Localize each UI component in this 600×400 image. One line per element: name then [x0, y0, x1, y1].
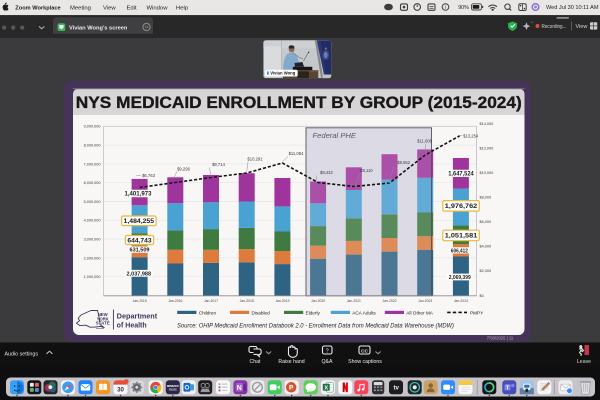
svg-text:$11,008: $11,008: [417, 138, 432, 143]
svg-text:Jan-2018: Jan-2018: [240, 299, 254, 303]
svg-text:NYS MEDICAID ENROLLMENT BY GRO: NYS MEDICAID ENROLLMENT BY GROUP (2015-2…: [76, 94, 522, 112]
svg-text:Children: Children: [199, 311, 217, 316]
svg-text:606,412: 606,412: [451, 248, 468, 254]
svg-text:5,000,000: 5,000,000: [84, 200, 101, 204]
svg-text:Federal PHE: Federal PHE: [313, 131, 357, 140]
svg-text:amazon: amazon: [167, 384, 179, 388]
svg-text:90%: 90%: [458, 5, 469, 11]
svg-text:P: P: [289, 385, 294, 392]
svg-text:N: N: [237, 385, 242, 392]
svg-text:T: T: [506, 386, 510, 392]
svg-text:?: ?: [326, 349, 329, 355]
svg-text:of Health: of Health: [117, 322, 147, 329]
svg-text:Jan-2016: Jan-2016: [168, 299, 182, 303]
svg-text:Department: Department: [117, 314, 158, 321]
svg-text:tv: tv: [393, 385, 399, 392]
svg-text:7/30/2025 | 11: 7/30/2025 | 11: [487, 335, 514, 340]
svg-text:4,000,000: 4,000,000: [84, 219, 101, 223]
svg-text:Disabled: Disabled: [252, 311, 271, 316]
svg-text:9,000,000: 9,000,000: [84, 125, 101, 129]
svg-text:Vivian Wong: Vivian Wong: [270, 71, 295, 76]
svg-text:$9,552: $9,552: [397, 160, 410, 165]
svg-text:X: X: [324, 386, 328, 392]
svg-text:2,069,399: 2,069,399: [449, 275, 472, 281]
svg-text:30: 30: [117, 386, 124, 393]
svg-text:644,743: 644,743: [127, 237, 152, 244]
svg-text:Chat: Chat: [250, 359, 262, 365]
svg-text:Help: Help: [176, 6, 189, 12]
svg-text:Raise hand: Raise hand: [278, 359, 304, 365]
svg-text:STATE: STATE: [96, 321, 110, 326]
svg-text:CC: CC: [361, 348, 368, 353]
svg-text:$6,763: $6,763: [142, 173, 155, 178]
svg-text:$4,000: $4,000: [480, 245, 492, 249]
svg-text:View: View: [576, 24, 588, 30]
svg-text:1,976,762: 1,976,762: [445, 203, 478, 210]
svg-text:$9,296: $9,296: [177, 167, 190, 172]
svg-text:Jan-2020: Jan-2020: [311, 299, 325, 303]
svg-text:Window: Window: [147, 6, 169, 12]
svg-text:Source: OHIP Medicaid Enrollme: Source: OHIP Medicaid Enrollment Databoo…: [177, 322, 454, 329]
svg-text:i: i: [445, 5, 446, 11]
svg-text:Jan-2017: Jan-2017: [204, 299, 218, 303]
svg-text:$9,110: $9,110: [360, 168, 373, 173]
svg-text:View: View: [103, 6, 116, 12]
svg-text:1,647,524: 1,647,524: [448, 172, 474, 178]
svg-text:$9,714: $9,714: [212, 162, 225, 167]
svg-text:Show captions: Show captions: [348, 359, 382, 365]
svg-text:631,509: 631,509: [130, 248, 150, 254]
svg-text:Jan-2022: Jan-2022: [382, 299, 396, 303]
svg-text:Jan-2019: Jan-2019: [275, 299, 289, 303]
svg-text:7,000,000: 7,000,000: [84, 162, 101, 166]
svg-text:PMPY: PMPY: [470, 311, 484, 316]
svg-text:1,484,255: 1,484,255: [124, 218, 155, 225]
svg-text:Audio settings: Audio settings: [5, 351, 39, 357]
svg-text:Jan-2015: Jan-2015: [133, 299, 147, 303]
svg-text:ACA Adults: ACA Adults: [352, 311, 376, 316]
svg-text:Vivian Wong’s screen: Vivian Wong’s screen: [69, 26, 128, 32]
svg-text:Meeting: Meeting: [70, 6, 91, 12]
svg-text:Wed Jul 30 10:11 AM: Wed Jul 30 10:11 AM: [546, 5, 599, 11]
svg-text:All Other MA: All Other MA: [406, 311, 433, 316]
svg-text:1,051,581: 1,051,581: [445, 233, 478, 240]
svg-text:1,401,973: 1,401,973: [125, 192, 153, 198]
svg-text:$11,084: $11,084: [289, 151, 304, 156]
svg-text:Elderly: Elderly: [306, 311, 321, 316]
svg-text:$10,291: $10,291: [247, 157, 263, 162]
svg-text:Leave: Leave: [577, 359, 591, 365]
svg-text:$6,000: $6,000: [480, 220, 492, 224]
svg-text:$13,254: $13,254: [463, 134, 479, 139]
svg-text:+: +: [531, 21, 533, 25]
svg-text:YORK: YORK: [97, 316, 110, 321]
svg-text:$9,432: $9,432: [320, 170, 333, 175]
svg-text:$10,000: $10,000: [480, 171, 494, 175]
svg-text:$2,000: $2,000: [480, 269, 492, 273]
svg-text:Q&A: Q&A: [322, 359, 333, 365]
svg-text:Jan-2024: Jan-2024: [454, 299, 468, 303]
svg-text:1,000,000: 1,000,000: [84, 275, 101, 279]
svg-text:Jan-2023: Jan-2023: [418, 299, 432, 303]
svg-text:$0: $0: [480, 294, 484, 298]
svg-text:2,000,000: 2,000,000: [84, 256, 101, 260]
svg-text:Recording...: Recording...: [542, 24, 567, 30]
svg-text:$12,000: $12,000: [480, 147, 494, 151]
svg-text:music: music: [169, 387, 178, 391]
svg-text:2,037,988: 2,037,988: [127, 271, 152, 277]
svg-text:3,000,000: 3,000,000: [84, 238, 101, 242]
svg-text:6,000,000: 6,000,000: [84, 181, 101, 185]
svg-text:$14,000: $14,000: [480, 122, 494, 126]
svg-text:Jan-2021: Jan-2021: [347, 299, 361, 303]
svg-text:Edit: Edit: [127, 6, 138, 12]
svg-text:8,000,000: 8,000,000: [84, 144, 101, 148]
svg-text:$8,000: $8,000: [480, 196, 492, 200]
svg-text:Zoom Workplace: Zoom Workplace: [15, 6, 61, 12]
svg-text:NEW: NEW: [98, 312, 109, 317]
